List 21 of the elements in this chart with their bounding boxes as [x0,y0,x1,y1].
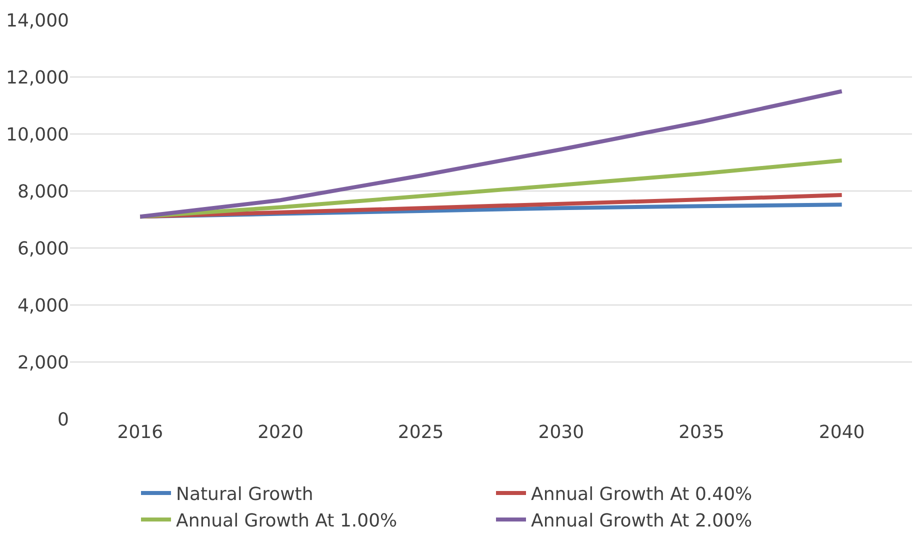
legend-label: Annual Growth At 0.40% [531,484,752,506]
x-tick-label: 2020 [258,422,304,443]
x-tick-label: 2035 [678,422,724,443]
y-tick-label: 2,000 [17,352,69,374]
legend-label: Natural Growth [176,484,314,506]
line-series [138,192,844,219]
x-tick-label: 2030 [538,422,584,443]
x-tick-label: 2025 [398,422,444,443]
x-tick-label: 2016 [117,422,164,443]
line-series [138,158,844,219]
y-tick-label: 8,000 [17,181,69,202]
legend-label: Annual Growth At 2.00% [531,510,752,532]
legend-label: Annual Growth At 1.00% [176,510,398,532]
y-tick-label: 4,000 [17,295,69,316]
y-tick-label: 6,000 [17,238,69,260]
line-series [138,89,844,219]
y-tick-label: 0 [58,409,69,430]
y-tick-label: 12,000 [6,67,69,88]
x-tick-label: 2040 [818,422,865,443]
y-tick-label: 10,000 [6,124,69,146]
y-tick-label: 14,000 [6,10,69,32]
